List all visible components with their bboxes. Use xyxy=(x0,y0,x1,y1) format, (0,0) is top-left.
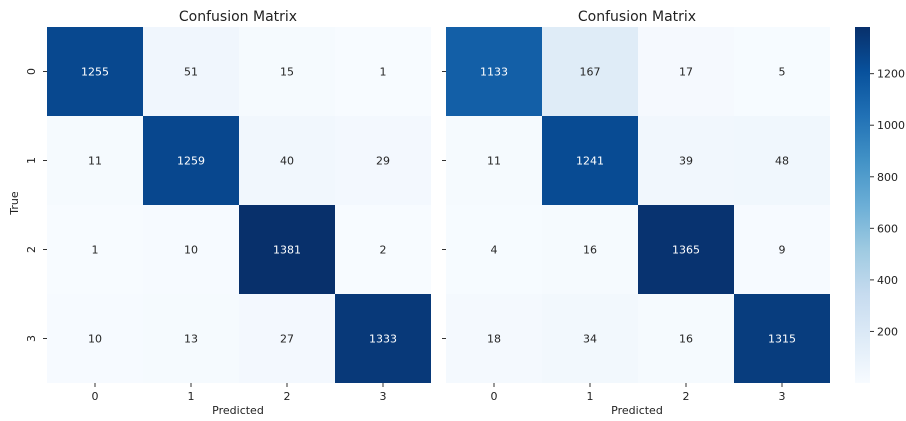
left-heatmap-cells: 1255 51 15 111 1259 40 291 10 1381 210 13 27 1333 xyxy=(47,27,431,383)
heatmap-cell xyxy=(143,27,239,116)
colorbar-tick-label: 1000 xyxy=(877,119,905,132)
cell-value-label: 1333 xyxy=(369,333,397,346)
heatmap-cell xyxy=(446,116,542,205)
cell-value-label: 51 xyxy=(184,66,198,79)
heatmap-cell xyxy=(542,294,638,383)
cell-value-label: 11 xyxy=(487,155,501,168)
heatmap-cell xyxy=(542,205,638,294)
y-tick-label: 0 xyxy=(25,68,38,75)
heatmap-cell xyxy=(143,116,239,205)
heatmap-cell xyxy=(335,27,431,116)
x-tick-label: 3 xyxy=(380,390,387,403)
colorbar-tick-label: 800 xyxy=(877,171,898,184)
cell-value-label: 1133 xyxy=(480,66,508,79)
heatmap-cell xyxy=(47,205,143,294)
right-x-axis-label: Predicted xyxy=(611,404,663,417)
cell-value-label: 1 xyxy=(92,244,99,257)
cell-value-label: 4 xyxy=(491,244,498,257)
heatmap-cell xyxy=(47,294,143,383)
heatmap-cell xyxy=(734,116,830,205)
cell-value-label: 13 xyxy=(184,333,198,346)
heatmap-cell xyxy=(734,27,830,116)
left-y-ticks: 0 1 2 3 xyxy=(25,68,47,342)
heatmap-cell xyxy=(143,205,239,294)
heatmap-cell xyxy=(335,205,431,294)
heatmap-cell xyxy=(542,116,638,205)
y-tick-label: 3 xyxy=(25,335,38,342)
x-tick-label: 2 xyxy=(683,390,690,403)
x-tick-label: 0 xyxy=(92,390,99,403)
right-y-ticks xyxy=(442,71,446,339)
cell-value-label: 15 xyxy=(280,66,294,79)
cell-value-label: 18 xyxy=(487,333,501,346)
heatmap-cell xyxy=(446,294,542,383)
cell-value-label: 39 xyxy=(679,155,693,168)
cell-value-label: 17 xyxy=(679,66,693,79)
cell-value-label: 1255 xyxy=(81,66,109,79)
heatmap-cell xyxy=(638,116,734,205)
heatmap-cell xyxy=(542,27,638,116)
right-x-ticks: 0 1 2 3 xyxy=(491,383,786,403)
colorbar-tick-label: 1200 xyxy=(877,68,905,81)
colorbar-gradient xyxy=(855,27,870,383)
left-x-ticks: 0 1 2 3 xyxy=(92,383,387,403)
colorbar-tick-label: 200 xyxy=(877,325,898,338)
heatmap-cell xyxy=(638,205,734,294)
x-tick-label: 0 xyxy=(491,390,498,403)
y-tick-label: 2 xyxy=(25,246,38,253)
heatmap-cell xyxy=(734,294,830,383)
heatmap-cell xyxy=(239,116,335,205)
heatmap-cell xyxy=(734,205,830,294)
cell-value-label: 34 xyxy=(583,333,597,346)
heatmap-cell xyxy=(335,116,431,205)
heatmap-cell xyxy=(239,27,335,116)
left-chart-title: Confusion Matrix xyxy=(179,9,297,25)
heatmap-cell xyxy=(47,116,143,205)
cell-value-label: 11 xyxy=(88,155,102,168)
cell-value-label: 27 xyxy=(280,333,294,346)
right-heatmap-cells: 1133 167 17 5 11 1241 39 48 4 16 1365 9 18 34 16 1315 xyxy=(446,27,830,383)
heatmap-cell xyxy=(239,294,335,383)
heatmap-cell xyxy=(47,27,143,116)
cell-value-label: 16 xyxy=(583,244,597,257)
x-tick-label: 1 xyxy=(587,390,594,403)
cell-value-label: 1 xyxy=(380,66,387,79)
cell-value-label: 1241 xyxy=(576,155,604,168)
cell-value-label: 29 xyxy=(376,155,390,168)
x-tick-label: 3 xyxy=(779,390,786,403)
x-tick-label: 1 xyxy=(188,390,195,403)
cell-value-label: 1315 xyxy=(768,333,796,346)
cell-value-label: 1259 xyxy=(177,155,205,168)
left-x-axis-label: Predicted xyxy=(212,404,264,417)
cell-value-label: 40 xyxy=(280,155,294,168)
heatmap-cell xyxy=(446,27,542,116)
colorbar: 200 400 600 800 1000 1200 xyxy=(855,27,905,383)
heatmap-cell xyxy=(335,294,431,383)
cell-value-label: 48 xyxy=(775,155,789,168)
heatmap-right: Confusion Matrix 1133 167 17 511 1241 39 484 16… xyxy=(442,9,830,417)
colorbar-ticks: 200 400 600 800 1000 1200 xyxy=(870,68,905,338)
heatmap-cell xyxy=(446,205,542,294)
cell-value-label: 1365 xyxy=(672,244,700,257)
y-tick-label: 1 xyxy=(25,157,38,164)
heatmap-cell xyxy=(638,27,734,116)
heatmap-cell xyxy=(638,294,734,383)
heatmap-cell xyxy=(239,205,335,294)
colorbar-tick-label: 400 xyxy=(877,274,898,287)
right-chart-title: Confusion Matrix xyxy=(578,9,696,25)
cell-value-label: 16 xyxy=(679,333,693,346)
cell-value-label: 2 xyxy=(380,244,387,257)
colorbar-tick-label: 600 xyxy=(877,222,898,235)
x-tick-label: 2 xyxy=(284,390,291,403)
cell-value-label: 5 xyxy=(779,66,786,79)
cell-value-label: 10 xyxy=(88,333,102,346)
cell-value-label: 10 xyxy=(184,244,198,257)
cell-value-label: 1381 xyxy=(273,244,301,257)
cell-value-label: 9 xyxy=(779,244,786,257)
cell-value-label: 167 xyxy=(580,66,601,79)
left-y-axis-label: True xyxy=(8,191,21,216)
heatmap-left: Confusion Matrix 1255 51 15 111 1259 40 291 10 1… xyxy=(8,9,431,417)
heatmap-cell xyxy=(143,294,239,383)
